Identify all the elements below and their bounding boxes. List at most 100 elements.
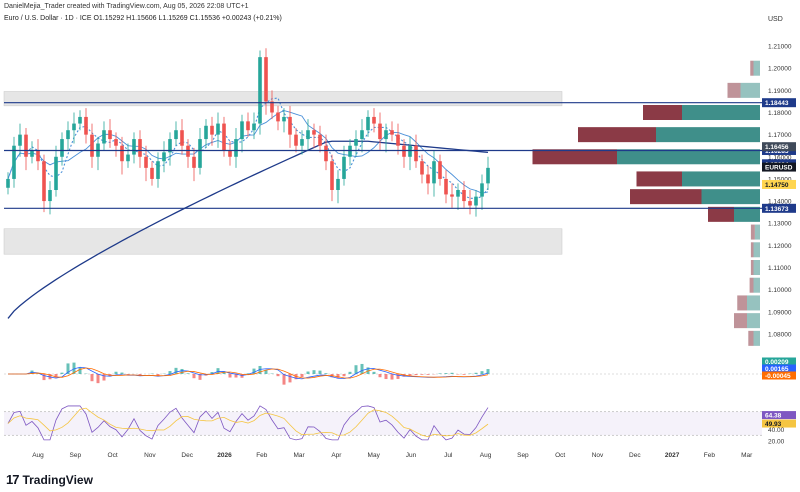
candle-body-11	[72, 123, 76, 131]
macd-hist-10	[66, 363, 70, 374]
macd-hist-52	[318, 370, 322, 374]
candle-body-22	[138, 139, 142, 157]
candle-body-32	[198, 139, 202, 168]
vp-up-2	[682, 105, 760, 120]
vp-up-14	[753, 330, 760, 346]
time-tick-17: 2027	[665, 452, 680, 459]
price-tick-0: 1.21000	[768, 44, 792, 51]
price-tick-12: 1.09000	[768, 309, 792, 316]
vp-down-12	[737, 295, 747, 311]
vp-up-4	[617, 149, 760, 165]
level-tag-2-bg	[762, 203, 796, 213]
time-tick-4: Dec	[181, 452, 193, 459]
price-tick-10: 1.11000	[768, 265, 791, 272]
candle-body-67	[408, 145, 412, 157]
macd-hist-12	[78, 367, 82, 374]
candle-body-27	[168, 139, 172, 153]
candle-body-8	[54, 156, 58, 190]
candle-body-19	[120, 145, 124, 162]
time-tick-8: Apr	[331, 452, 342, 459]
time-tick-0: Aug	[32, 452, 44, 459]
price-tick-3: 1.18000	[768, 110, 792, 117]
candle-body-23	[144, 156, 148, 168]
price-tick-11: 1.10000	[768, 287, 792, 294]
macd-hist-30	[186, 373, 190, 374]
macd-hist-55	[336, 374, 340, 379]
macd-tag-bg-2	[762, 371, 796, 380]
tradingview-mark-icon: 17	[6, 472, 20, 487]
candle-body-69	[420, 161, 424, 175]
price-tag-3-bg	[762, 179, 796, 189]
macd-hist-20	[126, 374, 130, 375]
time-tick-2: Oct	[108, 452, 118, 459]
vp-up-6	[701, 189, 760, 205]
candle-body-79	[480, 183, 484, 197]
macd-hist-78	[474, 372, 478, 374]
macd-hist-50	[306, 371, 310, 374]
macd-hist-61	[372, 371, 376, 374]
rsi-tag-0: 64.38	[765, 413, 782, 420]
macd-hist-11	[72, 362, 76, 374]
macd-hist-46	[282, 374, 286, 385]
time-tick-1: Sep	[70, 452, 82, 459]
time-tick-16: Dec	[629, 452, 641, 459]
macd-hist-63	[384, 374, 388, 380]
vp-down-11	[749, 277, 754, 293]
macd-tag-bg-0	[762, 357, 796, 366]
candle-body-9	[60, 139, 64, 157]
macd-hist-36	[222, 371, 226, 374]
rsi-tag-1: 49.93	[765, 421, 782, 428]
macd-hist-22	[138, 374, 142, 376]
candle-body-62	[378, 123, 382, 140]
vp-down-1	[727, 82, 741, 98]
price-labels-layer: 1.184431.162851.136731.164561.15684EURUS…	[762, 98, 796, 213]
candle-body-2	[18, 134, 22, 146]
macd-hist-53	[324, 373, 328, 374]
candle-body-78	[474, 196, 478, 206]
vp-down-5	[636, 171, 682, 187]
candle-body-61	[372, 116, 376, 124]
macd-hist-8	[54, 374, 58, 378]
candle-body-58	[354, 139, 358, 146]
candle-body-5	[36, 150, 40, 162]
candle-body-50	[306, 130, 310, 140]
vp-up-7	[734, 206, 760, 222]
rsi-tick-1: 20.00	[768, 439, 785, 446]
vp-down-6	[630, 189, 702, 205]
time-tick-13: Sep	[517, 452, 529, 459]
tradingview-wordmark: TradingView	[22, 472, 93, 487]
candle-body-47	[288, 116, 292, 135]
vp-down-9	[750, 242, 754, 258]
rsi-tag-bg-1	[762, 419, 796, 428]
vp-up-5	[682, 171, 760, 187]
candle-body-76	[462, 190, 466, 202]
candle-body-75	[456, 190, 460, 197]
rsi-ma-line	[7, 407, 489, 438]
vp-down-2	[643, 105, 682, 120]
rsi-line	[7, 405, 489, 441]
macd-hist-40	[246, 373, 250, 374]
macd-hist-42	[258, 365, 262, 374]
macd-hist-72	[438, 373, 442, 374]
time-tick-5: 2026	[217, 452, 232, 459]
price-tick-8: 1.13000	[768, 221, 792, 228]
time-tick-18: Feb	[704, 452, 716, 459]
candle-body-48	[294, 134, 298, 146]
macd-hist-27	[168, 371, 172, 374]
level-tag-0-bg	[762, 98, 796, 108]
vp-down-10	[750, 260, 754, 275]
time-tick-3: Nov	[144, 452, 156, 459]
price-tick-6: 1.15000	[768, 176, 792, 183]
candle-body-42	[258, 57, 262, 124]
level-tag-2: 1.13673	[765, 206, 789, 213]
price-tag-0-bg	[762, 142, 796, 152]
candle-body-21	[132, 139, 136, 155]
time-tick-15: Nov	[592, 452, 604, 459]
candle-body-40	[246, 121, 250, 131]
candle-body-39	[240, 121, 244, 140]
macd-hist-68	[414, 374, 418, 376]
zones-layer	[3, 91, 563, 255]
macd-hist-49	[300, 374, 304, 378]
